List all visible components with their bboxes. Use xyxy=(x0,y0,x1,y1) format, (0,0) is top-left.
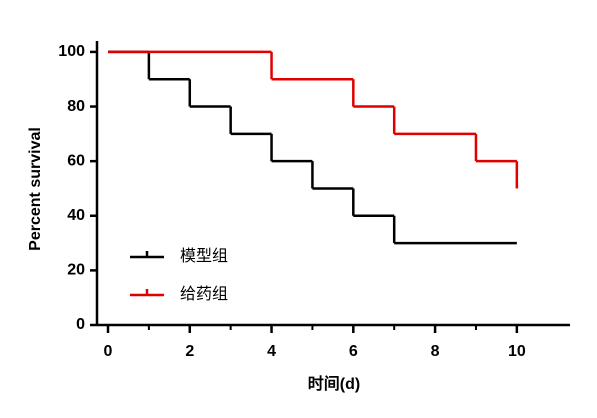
x-tick-label: 2 xyxy=(185,343,194,360)
legend-label: 给药组 xyxy=(180,285,228,303)
x-tick-label: 6 xyxy=(349,343,358,360)
x-tick-label: 10 xyxy=(508,343,526,360)
y-tick-label: 40 xyxy=(67,207,85,224)
legend-label: 模型组 xyxy=(180,247,228,265)
y-axis-label: Percent survival xyxy=(27,127,44,251)
y-tick-label: 80 xyxy=(67,98,85,115)
x-tick-label: 8 xyxy=(431,343,440,360)
x-tick-label: 4 xyxy=(267,343,276,360)
y-tick-label: 100 xyxy=(58,43,85,60)
x-axis-label: 时间(d) xyxy=(308,374,360,393)
y-tick-label: 20 xyxy=(67,262,85,279)
x-tick-label: 0 xyxy=(104,343,113,360)
y-tick-label: 0 xyxy=(76,316,85,333)
y-tick-label: 60 xyxy=(67,152,85,169)
